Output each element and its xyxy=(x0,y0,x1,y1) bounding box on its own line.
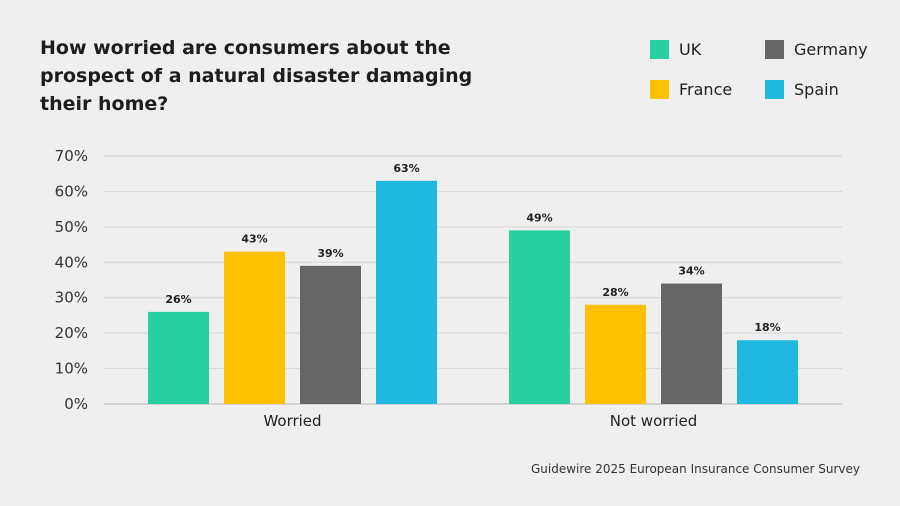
legend-label-spain: Spain xyxy=(794,79,839,99)
y-tick-label-60: 60% xyxy=(55,182,88,200)
legend-label-france: France xyxy=(679,79,733,99)
data-label-germany-not-worried: 34% xyxy=(678,265,704,278)
bar-spain-not-worried xyxy=(737,340,798,404)
legend-swatch-germany xyxy=(765,39,784,59)
y-tick-label-30: 30% xyxy=(55,289,88,307)
y-tick-label-20: 20% xyxy=(55,324,88,342)
data-label-germany-worried: 39% xyxy=(317,247,343,260)
data-label-uk-not-worried: 49% xyxy=(526,211,552,224)
legend-item-uk: UK xyxy=(650,38,701,60)
bar-germany-worried xyxy=(300,265,361,404)
y-tick-label-70: 70% xyxy=(55,147,88,165)
legend-swatch-france xyxy=(650,79,669,99)
data-label-spain-worried: 63% xyxy=(393,162,419,175)
y-tick-label-0: 0% xyxy=(64,395,88,413)
source-note: Guidewire 2025 European Insurance Consum… xyxy=(530,462,860,476)
chart-title: How worried are consumers about the pros… xyxy=(40,37,473,115)
bar-uk-worried xyxy=(148,311,209,404)
legend-item-france: France xyxy=(650,78,732,100)
bar-france-not-worried xyxy=(585,304,646,404)
legend-item-germany: Germany xyxy=(765,38,868,60)
y-tick-label-50: 50% xyxy=(55,218,88,236)
data-label-uk-worried: 26% xyxy=(165,293,191,306)
legend-item-spain: Spain xyxy=(765,78,839,100)
data-label-france-worried: 43% xyxy=(241,233,267,246)
y-tick-label-10: 10% xyxy=(55,360,88,378)
bar-france-worried xyxy=(224,251,285,404)
legend-label-uk: UK xyxy=(679,39,702,59)
legend: UK Germany France Spain xyxy=(650,38,880,108)
bar-germany-not-worried xyxy=(661,283,722,404)
bar-spain-worried xyxy=(376,180,437,404)
data-label-france-not-worried: 28% xyxy=(602,286,628,299)
data-label-spain-not-worried: 18% xyxy=(754,321,780,334)
bar-uk-not-worried xyxy=(509,230,570,404)
legend-swatch-uk xyxy=(650,39,669,59)
x-category-label-not-worried: Not worried xyxy=(610,412,697,430)
legend-label-germany: Germany xyxy=(794,39,868,59)
x-category-label-worried: Worried xyxy=(263,412,321,430)
legend-swatch-spain xyxy=(765,79,784,99)
y-tick-label-40: 40% xyxy=(55,253,88,271)
